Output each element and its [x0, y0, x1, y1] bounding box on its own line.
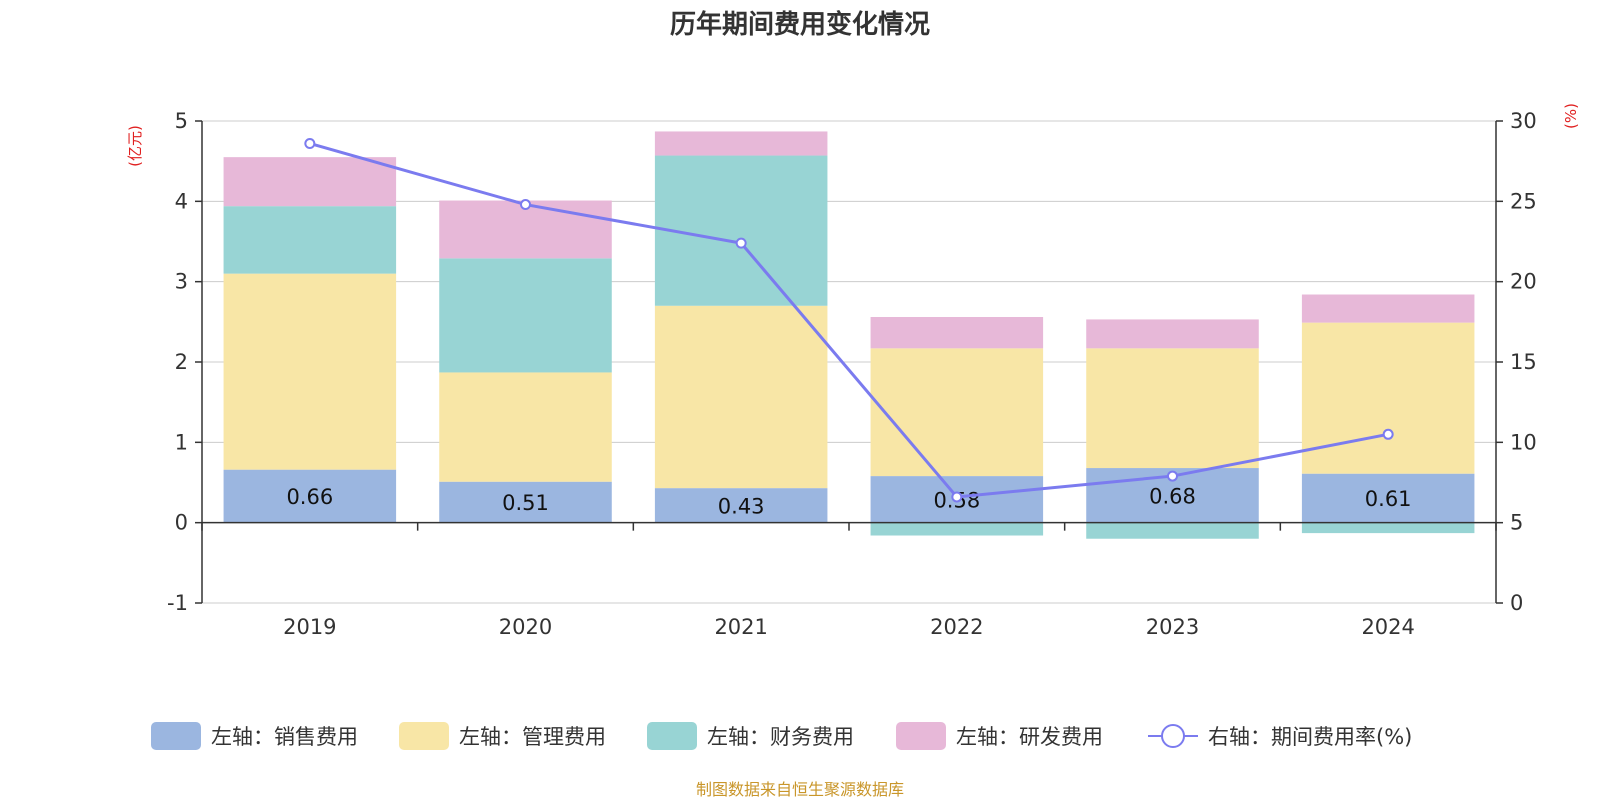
bar-rd-2022	[870, 317, 1044, 349]
right-tick-label: 15	[1510, 350, 1537, 374]
bar-admin-2023	[1086, 348, 1259, 469]
bar-sales-2024	[1301, 473, 1475, 523]
bar-rd-2024	[1301, 294, 1475, 323]
legend-label-finance: 左轴：财务费用	[707, 725, 854, 749]
bar-rd-2020	[439, 200, 612, 259]
bar-finance-2021	[654, 155, 828, 306]
bar-rd-2019	[223, 157, 397, 207]
legend-swatch-sales	[151, 722, 201, 750]
right-axis-unit: (%)	[1562, 103, 1580, 129]
legend-label-admin: 左轴：管理费用	[459, 725, 606, 749]
left-tick-label: 4	[175, 189, 188, 213]
right-tick-label: 30	[1510, 109, 1537, 133]
rate-point-2022	[951, 491, 963, 503]
legend-swatch-finance	[647, 722, 697, 750]
bar-finance-2024	[1301, 522, 1475, 534]
rate-point-2023	[1167, 470, 1178, 482]
bar-finance-2019	[223, 206, 397, 274]
data-labels: 0.660.510.430.580.680.61	[286, 484, 1411, 518]
bar-finance-2023	[1086, 522, 1259, 539]
rate-point-2021	[735, 237, 747, 249]
rate-point-2024	[1382, 428, 1394, 440]
bars	[223, 131, 1475, 539]
x-tick-label-2024: 2024	[1361, 615, 1414, 639]
axes: -1 0 1 2 3 4 5 0 5 10 15 20 25 30 2019 2020 2021 2022 2023…	[167, 109, 1537, 639]
right-tick-label: 5	[1510, 511, 1523, 535]
legend-swatch-admin	[399, 722, 449, 750]
data-label-sales-2021: 0.43	[718, 494, 765, 518]
legend-label-sales: 左轴：销售费用	[211, 725, 358, 749]
left-tick-label: 3	[175, 270, 188, 294]
bar-rd-2023	[1086, 319, 1259, 349]
left-tick-label: 0	[175, 511, 188, 535]
x-tick-label-2019: 2019	[283, 615, 336, 639]
rate-line-path	[309, 142, 1389, 499]
right-tick-label: 10	[1510, 430, 1537, 454]
legend-swatch-rd	[896, 722, 946, 750]
bar-admin-2019	[223, 273, 397, 470]
bar-rd-2021	[654, 131, 828, 156]
right-tick-label: 0	[1510, 591, 1523, 615]
left-axis-unit: (亿元)	[126, 125, 144, 167]
bar-sales-2019	[223, 469, 397, 523]
data-label-sales-2023: 0.68	[1149, 484, 1196, 508]
rate-line	[304, 137, 1394, 503]
left-tick-label: -1	[167, 591, 188, 615]
x-tick-label-2023: 2023	[1146, 615, 1199, 639]
data-label-sales-2024: 0.61	[1365, 487, 1412, 511]
x-tick-label-2021: 2021	[714, 615, 767, 639]
legend-label-rate: 右轴：期间费用率(%)	[1208, 725, 1412, 749]
right-tick-label: 20	[1510, 270, 1537, 294]
bar-admin-2021	[654, 305, 828, 489]
right-tick-label: 25	[1510, 189, 1537, 213]
grid-lines	[202, 120, 1496, 604]
bar-finance-2020	[439, 258, 612, 373]
bar-admin-2024	[1301, 322, 1475, 474]
x-tick-label-2020: 2020	[499, 615, 552, 639]
left-tick-label: 2	[175, 350, 188, 374]
source-note: 制图数据来自恒生聚源数据库	[696, 780, 904, 799]
bar-admin-2020	[439, 372, 612, 482]
chart-title: 历年期间费用变化情况	[670, 9, 930, 40]
bar-finance-2022	[870, 522, 1044, 536]
rate-point-2020	[520, 199, 531, 211]
legend: 左轴：销售费用 左轴：管理费用 左轴：财务费用 左轴：研发费用 右轴：期间费用率(%)	[151, 722, 1412, 750]
left-tick-label: 5	[175, 109, 188, 133]
data-label-sales-2019: 0.66	[286, 485, 333, 509]
bar-sales-2021	[654, 488, 828, 523]
legend-label-rd: 左轴：研发费用	[956, 725, 1103, 749]
legend-marker-rate	[1161, 724, 1185, 748]
x-tick-label-2022: 2022	[930, 615, 983, 639]
left-tick-label: 1	[175, 430, 188, 454]
bar-admin-2022	[870, 348, 1044, 477]
data-label-sales-2020: 0.51	[502, 491, 549, 515]
rate-point-2019	[304, 137, 316, 149]
bar-sales-2020	[439, 481, 612, 523]
